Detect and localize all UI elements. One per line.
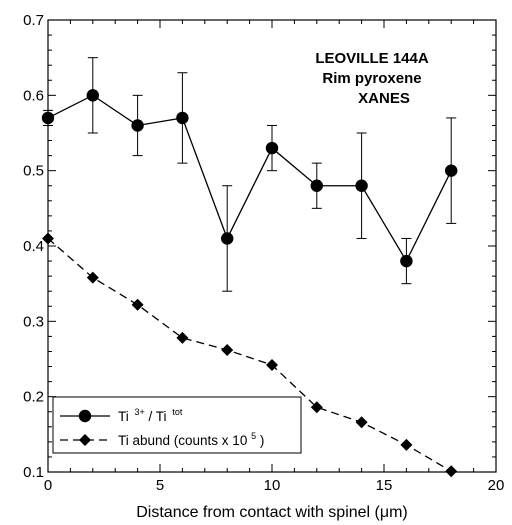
data-point-ti-abund bbox=[445, 465, 458, 478]
y-tick-label: 0.3 bbox=[23, 313, 44, 330]
legend-ti-abund-end: ) bbox=[260, 433, 265, 448]
data-point-ti-ratio bbox=[221, 232, 234, 245]
data-point-ti-abund bbox=[131, 298, 144, 311]
legend-box bbox=[52, 396, 302, 454]
series-line-ti-ratio bbox=[47, 94, 452, 263]
data-point-ti-ratio bbox=[400, 254, 413, 268]
annotation-line-3: XANES bbox=[358, 90, 410, 107]
y-tick-label: 0.1 bbox=[23, 464, 44, 481]
legend-label-ti-ratio: Ti 3+ / Ti tot bbox=[118, 403, 183, 424]
legend: Ti 3+ / Ti tot Ti abund (counts x 10 5 ) bbox=[52, 396, 302, 454]
data-point-ti-abund bbox=[176, 331, 189, 344]
legend-marker-circle bbox=[78, 409, 92, 423]
data-point-ti-ratio bbox=[41, 111, 55, 125]
legend-ti-ratio-main: Ti bbox=[118, 409, 129, 424]
data-point-ti-ratio bbox=[355, 179, 368, 192]
legend-ti-abund-main: Ti abund (counts x 10 bbox=[118, 433, 247, 448]
legend-ti-ratio-sup1: 3+ bbox=[135, 407, 145, 417]
data-point-ti-abund bbox=[266, 359, 278, 372]
x-tick-label: 20 bbox=[488, 477, 505, 494]
x-tick-label: 0 bbox=[44, 477, 52, 494]
x-tick-label: 5 bbox=[156, 477, 164, 494]
x-tick-label: 10 bbox=[264, 477, 281, 494]
y-tick-label: 0.5 bbox=[23, 163, 44, 180]
data-point-ti-abund bbox=[221, 343, 234, 356]
data-point-ti-abund bbox=[42, 232, 54, 245]
data-point-ti-ratio bbox=[86, 89, 100, 102]
annotation-line-2: Rim pyroxene bbox=[322, 70, 421, 87]
y-tick-label: 0.6 bbox=[23, 87, 44, 104]
legend-ti-abund-sup: 5 bbox=[251, 431, 256, 441]
legend-marker-diamond bbox=[79, 434, 91, 446]
y-tick-label: 0.4 bbox=[23, 238, 44, 255]
data-point-ti-ratio bbox=[310, 179, 323, 192]
legend-ti-ratio-sup2: tot bbox=[172, 407, 183, 417]
data-point-ti-ratio bbox=[265, 141, 279, 155]
data-point-ti-abund bbox=[310, 401, 323, 414]
data-point-ti-ratio bbox=[445, 164, 458, 177]
annotation-line-1: LEOVILLE 144A bbox=[315, 50, 429, 67]
ticks bbox=[47, 19, 497, 473]
data-point-ti-abund bbox=[86, 271, 99, 284]
y-tick-label: 0.2 bbox=[23, 389, 44, 406]
data-point-ti-ratio bbox=[176, 111, 189, 125]
x-tick-label: 15 bbox=[376, 477, 393, 494]
data-point-ti-ratio bbox=[131, 119, 144, 132]
tick-labels: 0 5 10 15 20 0.1 0.2 0.3 0.4 0.5 0.6 0.7 bbox=[23, 12, 504, 494]
annotation: LEOVILLE 144A Rim pyroxene XANES bbox=[315, 50, 429, 107]
series-lines bbox=[47, 94, 452, 472]
legend-label-ti-abund: Ti abund (counts x 10 5 ) bbox=[118, 427, 264, 448]
y-tick-label: 0.7 bbox=[23, 12, 44, 29]
x-axis-title: Distance from contact with spinel (μm) bbox=[136, 504, 408, 521]
markers bbox=[41, 89, 458, 478]
legend-ti-ratio-mid: / Ti bbox=[149, 409, 167, 424]
data-point-ti-abund bbox=[355, 416, 368, 429]
data-point-ti-abund bbox=[400, 438, 413, 451]
series-line-ti-abund bbox=[47, 237, 452, 472]
